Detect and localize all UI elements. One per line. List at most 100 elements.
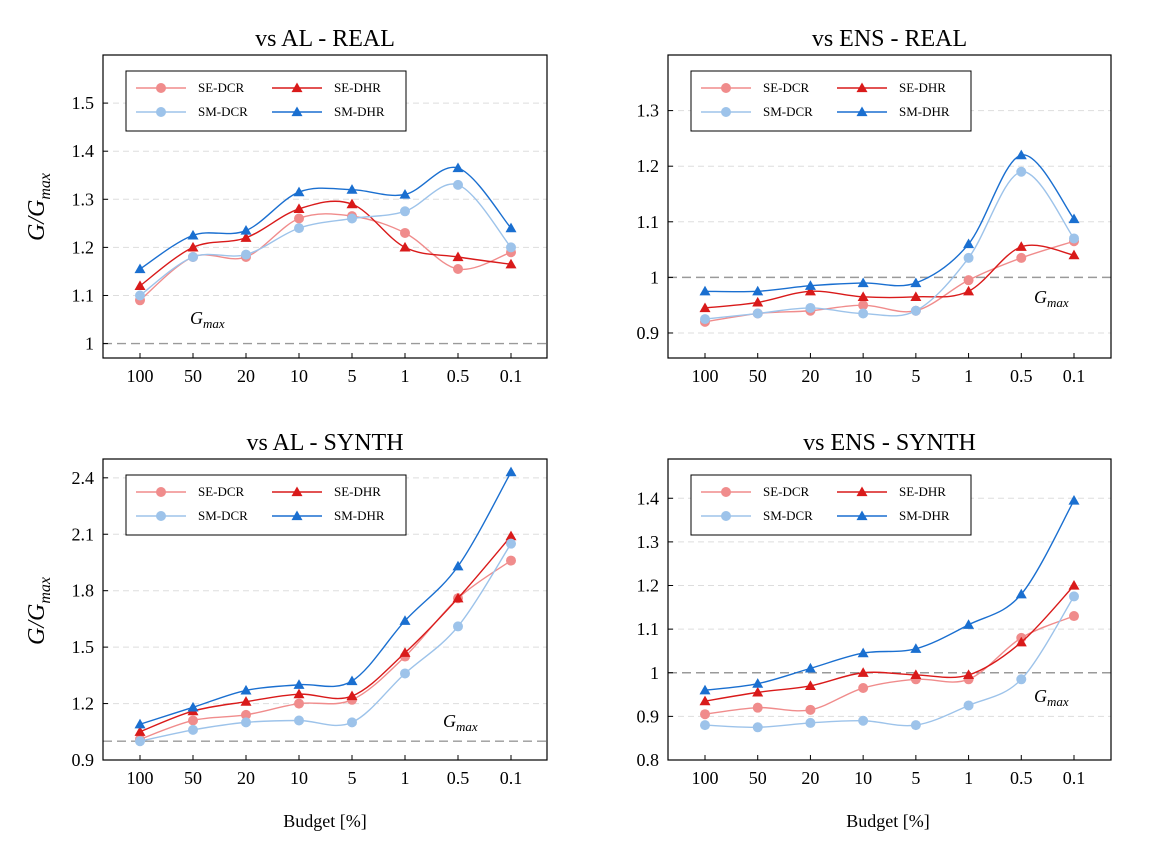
- data-point: [505, 258, 517, 269]
- data-point: [805, 717, 816, 728]
- series-se-dcr: [135, 555, 516, 745]
- gmax-label: Gmax: [1034, 287, 1069, 310]
- data-point: [187, 229, 199, 240]
- y-tick-label: 1.1: [637, 212, 660, 232]
- legend-marker: [156, 107, 166, 117]
- chart-title: vs AL - REAL: [255, 26, 395, 52]
- data-point: [1015, 588, 1027, 599]
- legend-label: SE-DCR: [198, 80, 245, 95]
- data-point: [506, 242, 516, 253]
- data-point: [752, 308, 763, 319]
- series-sm-dhr: [134, 162, 517, 274]
- data-point: [187, 241, 199, 252]
- legend-marker: [291, 486, 303, 497]
- data-point: [400, 668, 410, 679]
- legend-entry-se-dhr: SE-DHR: [272, 484, 381, 499]
- data-point: [135, 736, 145, 747]
- legend-marker: [856, 106, 868, 117]
- data-point: [240, 232, 252, 242]
- data-point: [752, 702, 763, 713]
- x-tick-label: 1: [964, 366, 973, 386]
- series-sm-dhr: [134, 466, 517, 729]
- data-point: [1069, 233, 1079, 244]
- legend-box: [125, 70, 407, 132]
- data-point: [805, 302, 816, 313]
- data-point: [963, 669, 975, 680]
- data-point: [347, 717, 357, 728]
- x-tick-label: 100: [127, 768, 154, 788]
- plot-frame: [667, 54, 1112, 359]
- legend-box: [690, 474, 972, 536]
- y-tick-label: 1.5: [72, 93, 95, 113]
- x-tick-label: 5: [348, 768, 357, 788]
- legend-marker: [291, 106, 303, 117]
- legend-entry-se-dhr: SE-DHR: [837, 484, 946, 499]
- y-tick-label: 1: [85, 334, 94, 354]
- data-point: [1068, 580, 1080, 590]
- legend-entry-sm-dhr: SM-DHR: [837, 104, 950, 119]
- data-point: [805, 704, 816, 715]
- x-tick-label: 10: [854, 366, 872, 386]
- legend-entry-se-dcr: SE-DCR: [701, 80, 810, 95]
- data-point: [752, 686, 764, 697]
- series-line: [704, 244, 1075, 309]
- data-point: [1016, 674, 1027, 685]
- x-tick-label: 10: [290, 768, 308, 788]
- y-tick-label: 2.1: [72, 524, 95, 544]
- x-tick-label: 50: [749, 366, 767, 386]
- data-point: [857, 647, 869, 658]
- legend-marker: [856, 510, 868, 521]
- legend-marker: [856, 486, 868, 497]
- legend-label: SM-DCR: [198, 508, 248, 523]
- data-point: [910, 720, 921, 731]
- data-point: [699, 684, 711, 695]
- legend-entry-se-dhr: SE-DHR: [837, 80, 946, 95]
- x-tick-label: 20: [237, 768, 255, 788]
- data-point: [1069, 611, 1079, 622]
- data-point: [858, 715, 869, 726]
- legend-label: SE-DHR: [899, 484, 946, 499]
- data-point: [1068, 249, 1080, 260]
- gmax-label: Gmax: [443, 711, 478, 734]
- data-point: [293, 688, 305, 699]
- legend-label: SE-DHR: [334, 80, 381, 95]
- x-tick-label: 1: [401, 768, 410, 788]
- legend-marker: [291, 82, 303, 93]
- data-point: [857, 291, 869, 301]
- data-point: [1015, 149, 1027, 160]
- chart-panels: vs AL - REAL Gmax 1 1.1 1.2 1.3 1.4 1.5 100 50 20 1…: [72, 26, 1112, 788]
- y-tick-label: 1.8: [72, 581, 95, 601]
- data-point: [858, 308, 869, 319]
- x-tick-label: 20: [801, 366, 819, 386]
- x-tick-label: 0.1: [500, 768, 523, 788]
- chart-title: vs AL - SYNTH: [246, 430, 403, 456]
- legend-marker: [721, 511, 731, 521]
- data-point: [752, 285, 764, 296]
- data-point: [1069, 591, 1079, 602]
- data-point: [452, 162, 464, 173]
- x-tick-label: 50: [184, 768, 202, 788]
- data-point: [293, 679, 305, 689]
- x-tick-label: 10: [290, 366, 308, 386]
- legend-label: SM-DCR: [763, 104, 813, 119]
- data-point: [910, 669, 922, 680]
- data-point: [506, 555, 516, 566]
- data-point: [1015, 636, 1027, 647]
- gmax-label: Gmax: [190, 308, 225, 331]
- x-tick-label: 0.1: [500, 366, 523, 386]
- y-axis-label-top: G/Gmax: [24, 173, 54, 241]
- legend-marker: [856, 82, 868, 93]
- x-tick-label: 50: [749, 768, 767, 788]
- legend-entry-se-dcr: SE-DCR: [136, 484, 245, 499]
- x-tick-label: 0.5: [447, 366, 470, 386]
- legend-label: SM-DCR: [763, 508, 813, 523]
- data-point: [857, 667, 869, 677]
- plot-frame: [667, 458, 1112, 761]
- data-point: [241, 717, 251, 728]
- data-point: [1016, 252, 1027, 263]
- chart-title: vs ENS - REAL: [812, 26, 967, 52]
- x-tick-label: 0.5: [447, 768, 470, 788]
- data-point: [399, 615, 411, 625]
- data-point: [453, 264, 463, 275]
- data-point: [240, 684, 252, 695]
